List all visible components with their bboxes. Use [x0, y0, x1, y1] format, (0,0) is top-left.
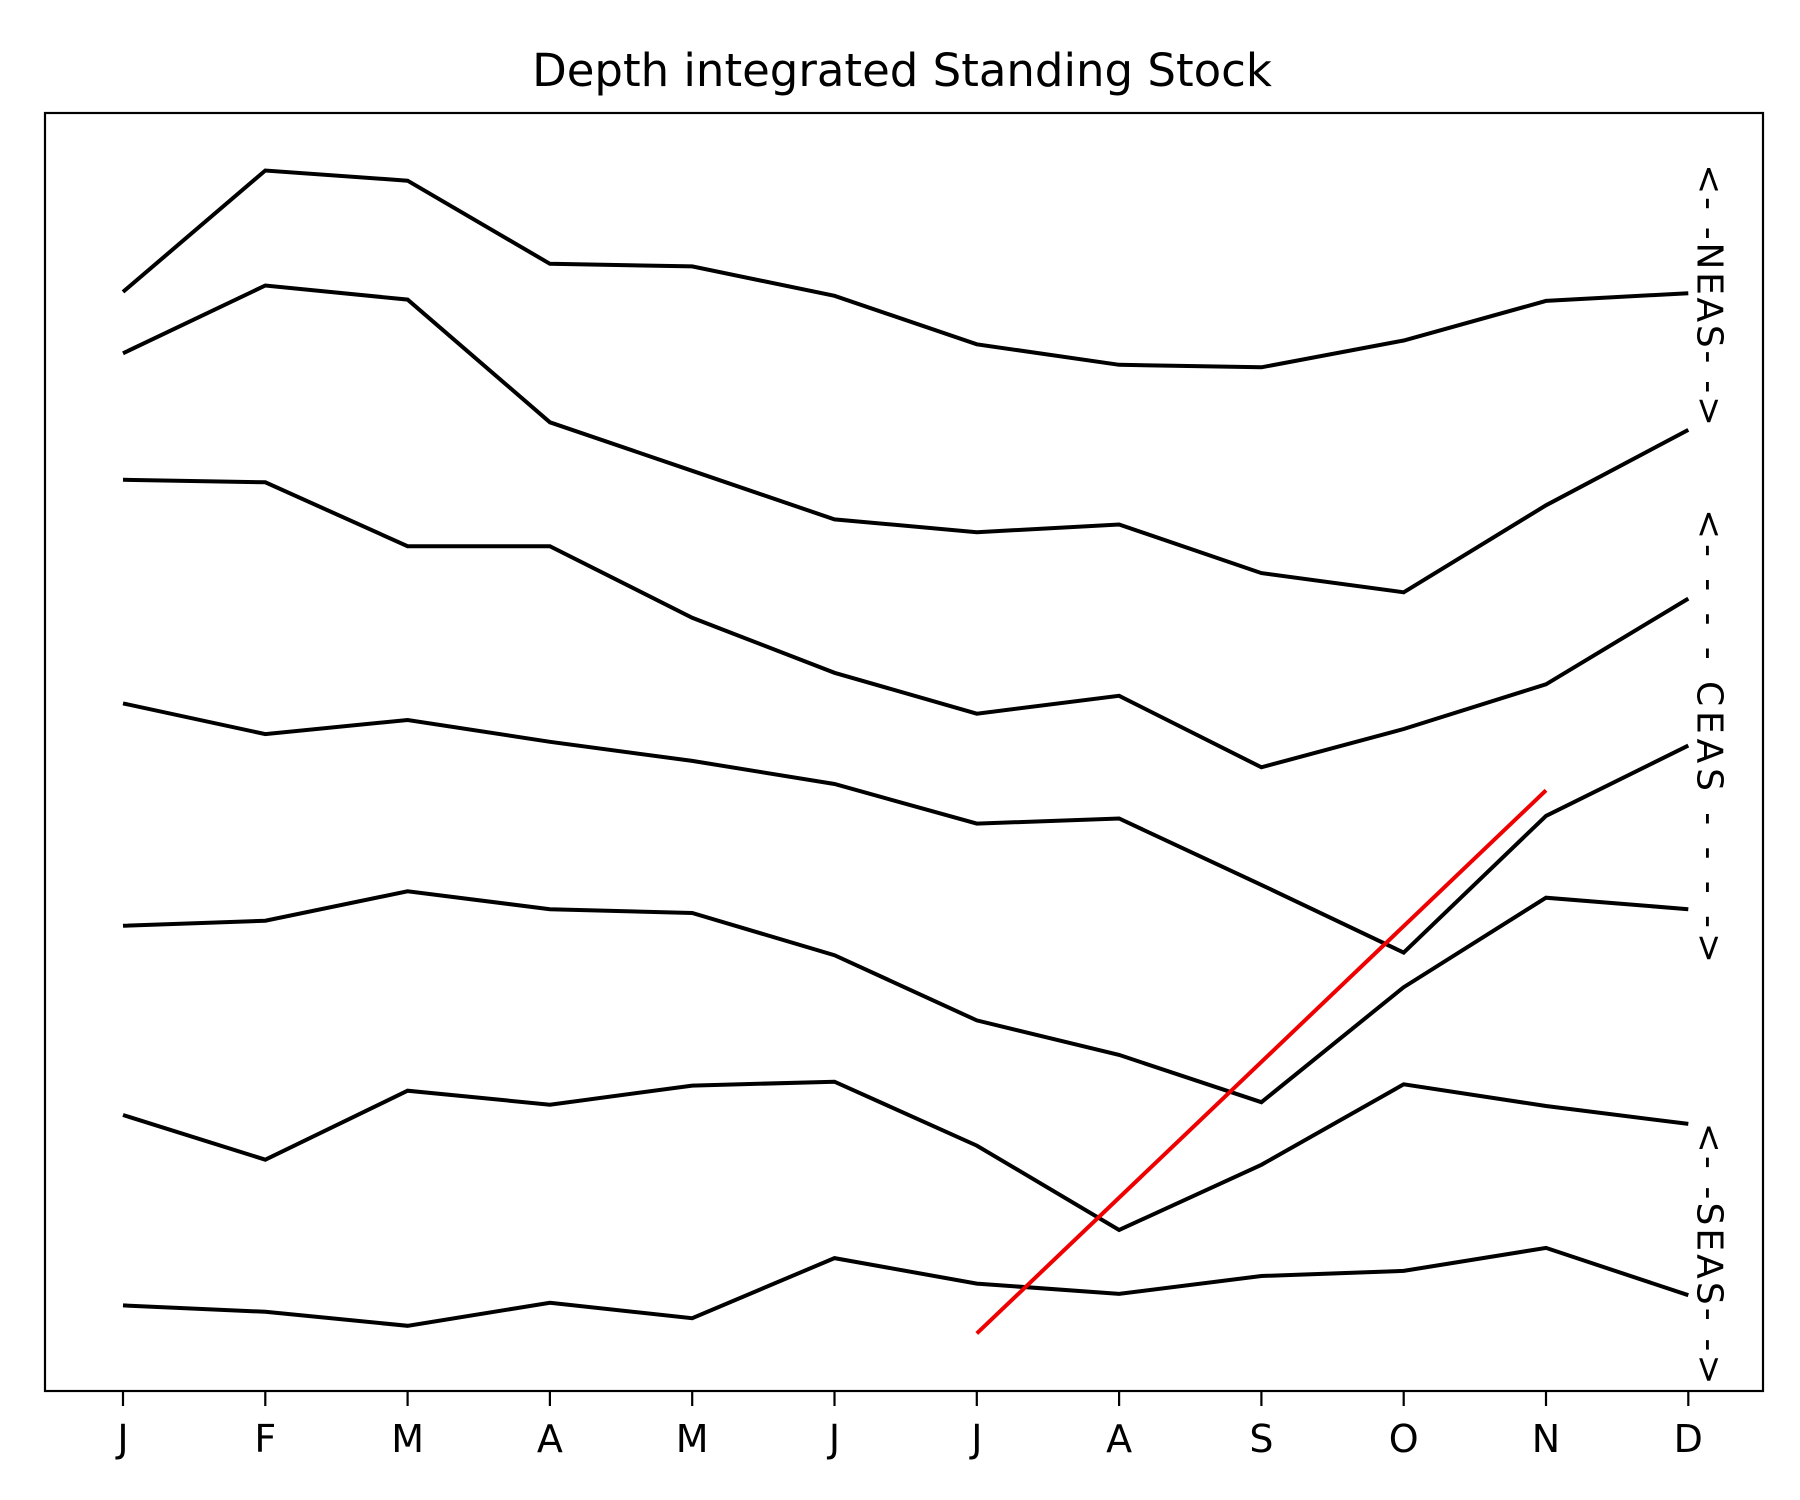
x-tick-label: J	[827, 1417, 840, 1461]
series-line-5	[122, 889, 1689, 1105]
chart-title: Depth integrated Standing Stock	[532, 44, 1272, 97]
x-tick-label: N	[1532, 1417, 1560, 1461]
series-line-3	[122, 477, 1690, 770]
series-group	[121, 168, 1690, 1328]
plot-frame	[43, 111, 1765, 1393]
x-tick-label: J	[969, 1417, 982, 1461]
highlight-group	[975, 788, 1548, 1335]
x-tick-label: D	[1674, 1417, 1703, 1461]
highlight-line	[975, 788, 1548, 1335]
series-line-1	[121, 168, 1689, 370]
region-annotation-3: <- -SEAS- ->	[1688, 1123, 1729, 1385]
series-line-2	[122, 283, 1690, 595]
x-tick-label: M	[676, 1417, 709, 1461]
x-tick-label: S	[1249, 1417, 1273, 1461]
x-tick-label: O	[1389, 1417, 1419, 1461]
x-tick-label: F	[254, 1417, 276, 1461]
x-tick-label: J	[115, 1417, 128, 1461]
x-tick-label: A	[537, 1417, 563, 1461]
x-tick-label: M	[391, 1417, 424, 1461]
series-line-6	[122, 1079, 1689, 1233]
x-tick-label: A	[1106, 1417, 1132, 1461]
series-line-4	[122, 701, 1690, 955]
annotation-group: <- -NEAS- -><- - - - CEAS - - - -><- -SE…	[1688, 164, 1729, 1385]
series-line-7	[122, 1245, 1689, 1328]
